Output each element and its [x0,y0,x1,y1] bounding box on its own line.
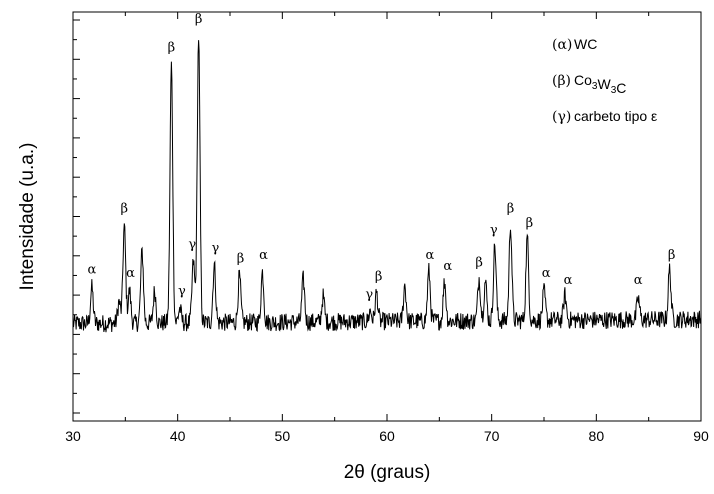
chart-axes: 30 40 50 60 70 80 90 2θ (graus) Intensidade (u.a… [17,11,709,483]
x-axis-title: 2θ (graus) [344,462,431,483]
peak-label: β [507,202,515,217]
peak-label: β [526,216,534,231]
peak-label: α [634,273,643,288]
peak-label: γ [178,284,186,299]
x-tick-label: 60 [379,428,395,444]
peak-label: α [259,248,268,263]
peak-label: β [668,248,676,263]
x-tick-label: 90 [693,428,709,444]
legend-symbol: (β) [552,73,571,89]
x-tick-label: 70 [484,428,500,444]
peak-label: α [87,262,96,277]
legend-text: carbeto tipo ε [574,108,657,124]
peak-label: α [542,266,551,281]
peak-label: β [168,40,176,55]
peak-label: α [126,266,135,281]
peak-label: γ [211,241,219,256]
peak-label: α [426,248,435,263]
peak-label: α [564,273,573,288]
peak-label: γ [490,223,498,238]
peak-label: β [375,270,383,285]
x-tick-label: 40 [170,428,186,444]
peak-label: γ [365,288,373,303]
y-axis-title: Intensidade (u.a.) [17,143,38,291]
legend-text: Co3W3C [574,72,626,96]
x-tick-label: 50 [275,428,291,444]
peak-label: α [443,259,452,274]
peak-label: β [121,202,129,217]
legend-text: WC [574,36,597,52]
x-tick-label: 30 [65,428,81,444]
legend-symbol: (α) [552,37,572,53]
legend-symbol: (γ) [552,109,571,125]
peak-label: β [237,252,245,267]
plot-frame [72,11,702,422]
chart-plot-area [72,40,702,333]
peak-label: β [475,255,483,270]
peak-label: γ [188,237,196,252]
peak-label: β [195,12,203,27]
x-tick-label: 80 [589,428,605,444]
legend: (α) WC (β) Co3W3C(γ) carbeto tipo ε [552,36,657,125]
series-line [72,40,702,333]
